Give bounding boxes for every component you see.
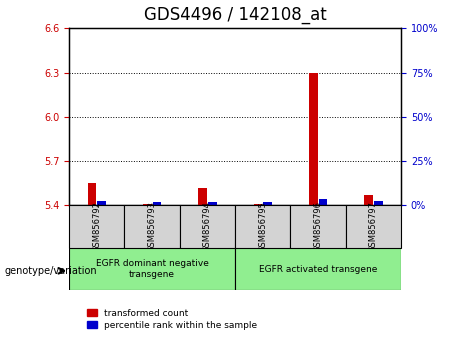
Text: GSM856796: GSM856796 <box>313 201 323 252</box>
FancyBboxPatch shape <box>235 248 401 290</box>
Text: GSM856793: GSM856793 <box>148 201 157 252</box>
Text: EGFR activated transgene: EGFR activated transgene <box>259 264 377 274</box>
FancyBboxPatch shape <box>180 205 235 248</box>
Text: EGFR dominant negative
transgene: EGFR dominant negative transgene <box>96 259 208 279</box>
Bar <box>88 183 96 205</box>
Text: genotype/variation: genotype/variation <box>5 266 97 276</box>
FancyBboxPatch shape <box>235 205 290 248</box>
Bar <box>198 188 207 205</box>
Bar <box>374 201 383 205</box>
Bar <box>143 204 152 205</box>
Bar <box>319 199 327 205</box>
FancyBboxPatch shape <box>69 205 124 248</box>
Text: GSM856794: GSM856794 <box>203 201 212 252</box>
Bar <box>309 73 318 205</box>
Text: GSM856797: GSM856797 <box>369 201 378 252</box>
FancyBboxPatch shape <box>124 205 180 248</box>
Text: GSM856795: GSM856795 <box>258 201 267 252</box>
Bar <box>364 195 373 205</box>
Title: GDS4496 / 142108_at: GDS4496 / 142108_at <box>144 6 326 24</box>
FancyBboxPatch shape <box>69 248 235 290</box>
Bar <box>263 202 272 205</box>
Bar <box>208 202 217 205</box>
FancyBboxPatch shape <box>346 205 401 248</box>
Bar <box>153 202 161 205</box>
Text: GSM856792: GSM856792 <box>92 201 101 252</box>
Bar <box>97 201 106 205</box>
Legend: transformed count, percentile rank within the sample: transformed count, percentile rank withi… <box>88 309 257 330</box>
Bar <box>254 204 262 205</box>
FancyBboxPatch shape <box>290 205 346 248</box>
